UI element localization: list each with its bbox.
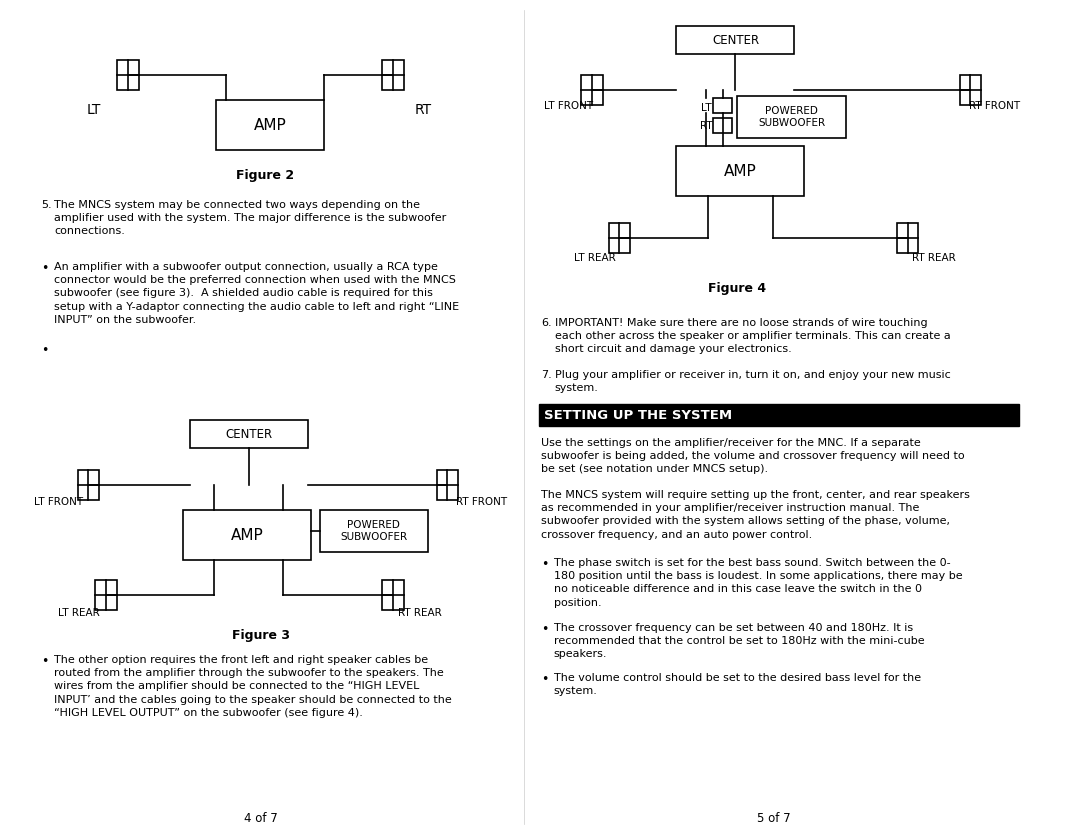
Text: The volume control should be set to the desired bass level for the
system.: The volume control should be set to the …: [554, 673, 920, 696]
Bar: [960, 75, 982, 105]
Text: The other option requires the front left and right speaker cables be
routed from: The other option requires the front left…: [54, 655, 451, 718]
Text: SETTING UP THE SYSTEM: SETTING UP THE SYSTEM: [543, 409, 732, 421]
Text: LT FRONT: LT FRONT: [543, 101, 593, 111]
Bar: [95, 580, 117, 610]
Text: •: •: [41, 262, 49, 275]
Bar: [436, 470, 458, 500]
Bar: [382, 580, 404, 610]
Bar: [713, 118, 732, 133]
Text: The phase switch is set for the best bass sound. Switch between the 0-
180 posit: The phase switch is set for the best bas…: [554, 558, 962, 608]
Text: An amplifier with a subwoofer output connection, usually a RCA type
connector wo: An amplifier with a subwoofer output con…: [54, 262, 459, 324]
Text: 7.: 7.: [541, 370, 552, 380]
Text: 6.: 6.: [541, 318, 552, 328]
Text: RT FRONT: RT FRONT: [970, 101, 1021, 111]
Text: RT REAR: RT REAR: [397, 608, 442, 618]
Bar: [117, 60, 138, 90]
Text: Figure 4: Figure 4: [708, 282, 767, 294]
Bar: [738, 96, 846, 138]
Bar: [216, 100, 324, 150]
Bar: [581, 75, 603, 105]
Text: LT FRONT: LT FRONT: [35, 497, 83, 507]
Text: 4 of 7: 4 of 7: [244, 811, 278, 825]
Text: •: •: [541, 558, 549, 571]
Text: LT REAR: LT REAR: [573, 253, 616, 263]
Bar: [190, 420, 308, 448]
Text: •: •: [541, 673, 549, 686]
Text: POWERED
SUBWOOFER: POWERED SUBWOOFER: [340, 520, 407, 542]
Text: LT REAR: LT REAR: [58, 608, 99, 618]
Text: AMP: AMP: [230, 527, 264, 542]
Text: 5.: 5.: [41, 200, 52, 210]
Text: 5 of 7: 5 of 7: [757, 811, 791, 825]
Text: POWERED
SUBWOOFER: POWERED SUBWOOFER: [758, 106, 825, 128]
Bar: [713, 98, 732, 113]
Bar: [676, 26, 795, 54]
Text: LT: LT: [701, 103, 712, 113]
Bar: [896, 223, 918, 253]
Text: •: •: [41, 344, 49, 357]
Text: CENTER: CENTER: [226, 428, 272, 440]
Text: IMPORTANT! Make sure there are no loose strands of wire touching
each other acro: IMPORTANT! Make sure there are no loose …: [554, 318, 950, 354]
Text: The MNCS system will require setting up the front, center, and rear speakers
as : The MNCS system will require setting up …: [541, 490, 970, 540]
Bar: [382, 60, 404, 90]
Text: The crossover frequency can be set between 40 and 180Hz. It is
recommended that : The crossover frequency can be set betwe…: [554, 623, 924, 660]
Text: The MNCS system may be connected two ways depending on the
amplifier used with t: The MNCS system may be connected two way…: [54, 200, 446, 236]
Text: •: •: [541, 623, 549, 636]
Text: RT REAR: RT REAR: [913, 253, 956, 263]
Text: Use the settings on the amplifier/receiver for the MNC. If a separate
subwoofer : Use the settings on the amplifier/receiv…: [541, 438, 964, 475]
Text: RT: RT: [415, 103, 431, 117]
Text: Figure 3: Figure 3: [231, 629, 289, 641]
Text: Figure 2: Figure 2: [237, 168, 295, 182]
Text: CENTER: CENTER: [712, 33, 759, 47]
Text: RT: RT: [700, 121, 713, 131]
Bar: [78, 470, 99, 500]
Text: AMP: AMP: [254, 118, 287, 133]
Bar: [609, 223, 631, 253]
Text: AMP: AMP: [724, 163, 757, 178]
Text: RT FRONT: RT FRONT: [456, 497, 508, 507]
Text: LT: LT: [86, 103, 100, 117]
Bar: [320, 510, 428, 552]
Bar: [539, 404, 1018, 426]
Text: Plug your amplifier or receiver in, turn it on, and enjoy your new music
system.: Plug your amplifier or receiver in, turn…: [554, 370, 950, 393]
Bar: [676, 146, 805, 196]
Bar: [183, 510, 311, 560]
Text: •: •: [41, 655, 49, 668]
